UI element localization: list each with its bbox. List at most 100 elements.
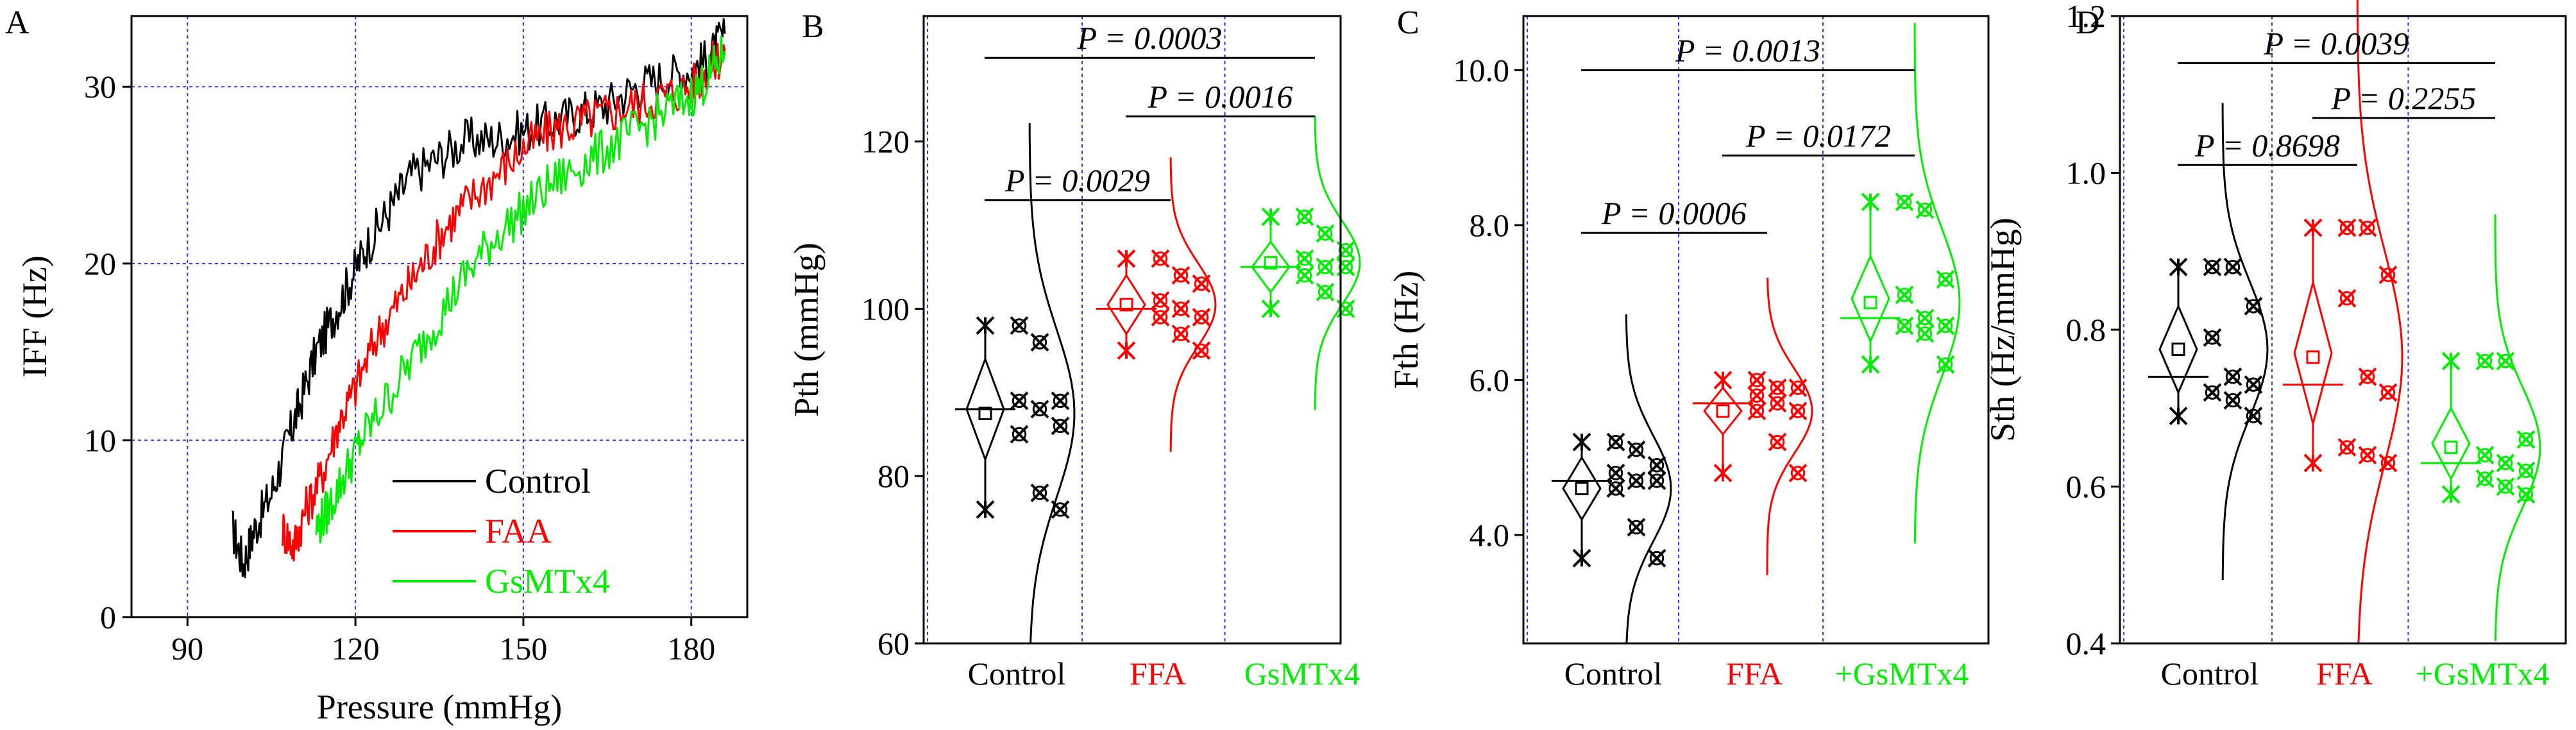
- data-point: [1295, 249, 1314, 268]
- data-point: [2516, 430, 2536, 449]
- data-point: [1606, 463, 1625, 482]
- data-point-ring: [1749, 403, 1765, 419]
- data-point: [2378, 383, 2398, 402]
- data-point: [2223, 391, 2242, 410]
- data-point: [1895, 192, 1914, 212]
- violin-curve: [1169, 157, 1217, 452]
- min-marker: [2303, 454, 2323, 473]
- data-point-ring: [1173, 327, 1189, 341]
- x-tick-label: Control: [1564, 656, 1663, 692]
- data-point-ring: [2360, 369, 2375, 384]
- box-diamond: [1851, 253, 1890, 344]
- data-point: [2203, 257, 2222, 276]
- data-point: [1768, 378, 1787, 397]
- data-point-ring: [2205, 259, 2220, 275]
- group-2: [1840, 22, 1961, 544]
- data-point: [1936, 355, 1955, 374]
- data-point: [1010, 425, 1029, 444]
- series-line-gsmtx4: [315, 35, 726, 544]
- data-point: [1171, 299, 1191, 318]
- group-2: [1241, 115, 1361, 411]
- data-point: [1010, 316, 1029, 335]
- mean-marker: [1863, 296, 1877, 310]
- data-point-ring: [1012, 393, 1027, 409]
- data-point-ring: [1153, 251, 1168, 266]
- x-tick-label: 120: [332, 631, 380, 666]
- mean-marker: [2171, 343, 2185, 357]
- p-value-label: P = 0.0016: [1148, 78, 1293, 114]
- data-point: [1768, 432, 1787, 452]
- panel-b: Control FFA GsMTx4 P = 0.0029 P = 0.0016 P = …: [787, 15, 1361, 692]
- data-point: [2337, 289, 2357, 308]
- data-point: [1936, 316, 1955, 335]
- data-point-ring: [1032, 486, 1047, 500]
- max-marker: [976, 316, 995, 335]
- data-point-ring: [1297, 267, 1312, 283]
- data-point: [2244, 407, 2263, 425]
- min-marker: [1861, 355, 1880, 374]
- data-point: [2203, 328, 2222, 347]
- data-point: [1788, 463, 1808, 482]
- min-marker: [1117, 341, 1136, 361]
- data-point: [1030, 483, 1049, 502]
- data-point: [2378, 454, 2398, 473]
- data-point: [1936, 270, 1955, 289]
- data-point-ring: [1790, 466, 1806, 480]
- box-diamond: [2158, 303, 2198, 395]
- data-point: [2358, 446, 2377, 465]
- data-point: [1316, 224, 1335, 243]
- data-point: [2223, 367, 2242, 386]
- data-point-ring: [1173, 301, 1189, 316]
- violin-curve: [2494, 214, 2541, 641]
- data-point-ring: [2225, 259, 2241, 275]
- box-diamond: [1562, 455, 1602, 522]
- data-point: [1192, 341, 1211, 361]
- p-value-label: P = 0.0003: [1077, 20, 1223, 56]
- data-point: [1606, 432, 1625, 452]
- y-tick-label: 1.0: [2066, 155, 2106, 191]
- data-point-ring: [1318, 226, 1333, 241]
- group-0: [1552, 314, 1672, 644]
- data-point-ring: [2205, 385, 2220, 400]
- data-point-ring: [1032, 335, 1047, 350]
- data-point: [1647, 548, 1666, 568]
- y-tick-label: 1.2: [2066, 0, 2106, 34]
- data-point-ring: [1194, 343, 1209, 358]
- x-tick-label: +GsMTx4: [1835, 656, 1969, 692]
- data-point-ring: [1790, 403, 1806, 419]
- y-axis-label: Fth (Hz): [1387, 271, 1425, 389]
- data-point: [1768, 394, 1787, 413]
- panel-d: Control FFA +GsMTx4 P = 0.8698 P = 0.2255 P =…: [1983, 0, 2567, 692]
- data-point-ring: [1153, 293, 1168, 308]
- data-point: [1747, 371, 1767, 389]
- data-point-ring: [1770, 396, 1785, 411]
- data-point: [1051, 416, 1070, 436]
- data-point: [1030, 333, 1049, 352]
- y-tick-label: 0: [100, 599, 116, 635]
- data-point: [1151, 249, 1170, 268]
- x-tick-label: FFA: [1726, 656, 1783, 692]
- data-point-ring: [1938, 272, 1953, 287]
- data-point-ring: [1032, 402, 1047, 417]
- max-marker: [1261, 207, 1280, 226]
- data-point: [1915, 200, 1935, 219]
- data-point: [2358, 367, 2377, 386]
- data-point-ring: [1917, 326, 1933, 341]
- data-point-ring: [1053, 393, 1068, 409]
- data-point: [1051, 391, 1070, 411]
- min-marker: [2169, 407, 2188, 425]
- data-point-ring: [2380, 385, 2396, 400]
- x-axis-label: Pressure (mmHg): [317, 688, 562, 726]
- data-point-ring: [2339, 291, 2355, 306]
- data-point-ring: [2477, 471, 2493, 486]
- data-point-ring: [2360, 448, 2375, 463]
- max-marker: [2169, 257, 2188, 276]
- violin-curve: [1625, 314, 1672, 644]
- y-tick-label: 6.0: [1470, 362, 1510, 398]
- data-point-ring: [1297, 251, 1312, 266]
- data-point: [1010, 391, 1029, 411]
- data-point-ring: [1917, 310, 1933, 326]
- min-marker: [1261, 299, 1280, 318]
- x-tick-label: +GsMTx4: [2416, 656, 2550, 692]
- data-point: [2337, 437, 2357, 457]
